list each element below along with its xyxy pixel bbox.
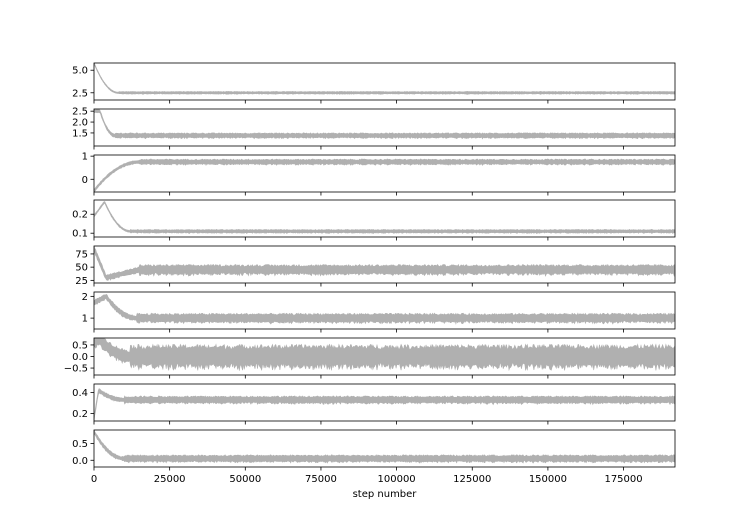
trace-band-8 — [94, 388, 675, 421]
trace-band-2 — [94, 109, 675, 140]
trace-band-4 — [94, 201, 675, 234]
panel-6: 12 — [82, 291, 676, 333]
y-tick-label-1-1: 2.5 — [72, 88, 88, 99]
trace-band-1 — [94, 63, 675, 95]
panel-frame-1 — [93, 62, 676, 101]
x-tick-label-6: 125000 — [453, 474, 491, 485]
y-tick-label-5-2: 50 — [75, 263, 88, 274]
x-tick-label-4: 75000 — [305, 474, 337, 485]
x-tick-label-5: 100000 — [378, 474, 416, 485]
panel-8: 0.2 0.4 — [72, 383, 676, 425]
trace-band-5 — [94, 246, 675, 281]
y-tick-label-4-1: 0.1 — [72, 229, 88, 240]
panel-frame-2 — [93, 108, 676, 147]
trace-band-9 — [94, 430, 675, 464]
y-tick-label-7-2: 0.0 — [72, 352, 88, 363]
x-tick-label-3: 50000 — [229, 474, 261, 485]
y-tick-label-9-2: 0.5 — [72, 439, 88, 450]
y-tick-label-3-1: 0 — [82, 175, 88, 186]
y-tick-label-5-3: 75 — [75, 249, 88, 260]
panel-5: 25 50 75 — [75, 245, 676, 287]
x-tick-label-1: 0 — [91, 474, 97, 485]
trace-band-6 — [94, 294, 675, 325]
y-tick-label-1-2: 5.0 — [72, 66, 88, 77]
y-tick-label-4-2: 0.2 — [72, 210, 88, 221]
panel-frame-6 — [93, 291, 676, 330]
panel-4: 0.1 0.2 — [72, 199, 676, 241]
x-axis-label: step number — [353, 489, 418, 500]
x-tick-label-8: 175000 — [604, 474, 642, 485]
panel-frame-9 — [93, 429, 676, 468]
y-tick-label-3-2: 1 — [82, 152, 88, 163]
y-tick-label-8-1: 0.2 — [72, 409, 88, 420]
y-tick-label-6-2: 2 — [82, 292, 88, 303]
panel-2: 1.52.02.5 — [72, 107, 676, 150]
y-tick-label-5-1: 25 — [75, 276, 88, 287]
panel-frame-3 — [93, 154, 676, 193]
y-tick-label-9-1: 0.0 — [72, 456, 88, 467]
y-tick-label-6-1: 1 — [82, 314, 88, 325]
x-tick-label-2: 25000 — [154, 474, 186, 485]
y-tick-label-7-3: 0.5 — [72, 340, 88, 351]
panel-frame-4 — [93, 199, 676, 238]
trace-band-7 — [94, 338, 675, 372]
panel-1: 2.5 5.0 — [72, 62, 676, 104]
trace-band-3 — [94, 158, 675, 192]
panel-9: 0.0 0.5 0 25000 50000 75000 100000 125000 150000… — [72, 429, 676, 485]
panel-3: 01 — [82, 152, 676, 196]
x-tick-label-7: 150000 — [529, 474, 567, 485]
y-tick-label-2-3: 2.5 — [72, 107, 88, 118]
y-tick-label-8-2: 0.4 — [72, 388, 88, 399]
panel-7: −0.50.00.5 — [64, 337, 676, 379]
panel-frame-5 — [93, 245, 676, 284]
y-tick-label-2-1: 1.5 — [72, 128, 88, 139]
y-tick-label-7-1: −0.5 — [64, 364, 88, 375]
panel-frame-8 — [93, 383, 676, 422]
y-tick-label-2-2: 2.0 — [72, 118, 88, 129]
